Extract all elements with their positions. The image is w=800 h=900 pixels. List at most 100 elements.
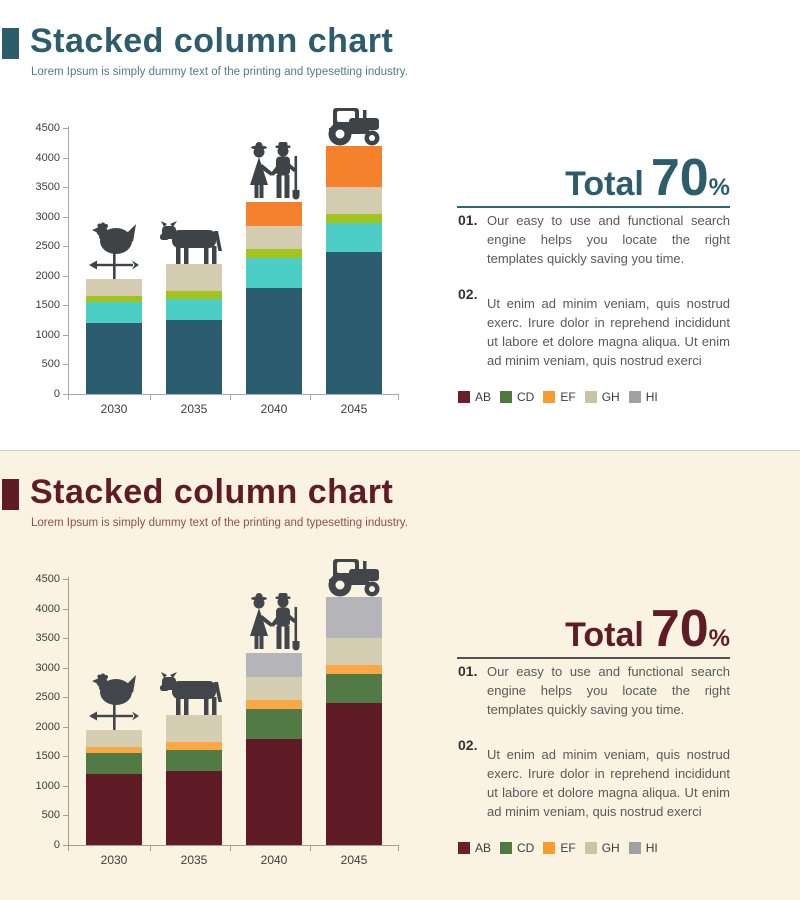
legend-swatch xyxy=(628,842,641,854)
x-axis-line xyxy=(68,394,398,395)
segment-EF-2030 xyxy=(86,747,142,754)
legend-item-GH: GH xyxy=(584,841,620,855)
segment-GH-2040 xyxy=(246,225,302,250)
segment-EF-2045 xyxy=(326,213,382,223)
segment-EF-2040 xyxy=(246,700,302,710)
tractor-icon xyxy=(325,106,383,146)
panel-light: Stacked column chart Lorem Ipsum is simp… xyxy=(2,22,730,416)
legend-label: AB xyxy=(475,390,492,404)
y-tick xyxy=(63,726,68,728)
y-tick-label: 2500 xyxy=(35,240,60,253)
legend-swatch xyxy=(500,842,513,854)
segment-GH-2045 xyxy=(326,638,382,665)
legend-label: CD xyxy=(517,390,535,404)
segment-GH-2035 xyxy=(166,714,222,742)
y-tick xyxy=(63,667,68,669)
x-axis-line xyxy=(68,845,398,846)
y-tick xyxy=(63,785,68,787)
y-tick xyxy=(63,275,68,277)
farmer-couple-icon xyxy=(245,142,303,202)
y-tick-label: 500 xyxy=(41,358,60,371)
point-01: 01. Our easy to use and functional searc… xyxy=(458,212,730,269)
legend-swatch xyxy=(500,391,513,403)
total-headline: Total 70% xyxy=(457,148,730,208)
y-tick-label: 2000 xyxy=(35,720,60,733)
segment-AB-2040 xyxy=(246,738,302,845)
y-tick-label: 3000 xyxy=(35,210,60,223)
x-tick xyxy=(310,845,311,851)
legend-swatch xyxy=(584,842,597,854)
title-bullet xyxy=(2,479,19,510)
segment-HI-2040 xyxy=(246,201,302,226)
legend-label: EF xyxy=(560,841,576,855)
rooster-weathervane-icon xyxy=(89,673,139,730)
legend-swatch xyxy=(543,842,556,854)
x-category-label: 2030 xyxy=(100,853,128,867)
y-tick xyxy=(63,187,68,189)
total-underline xyxy=(457,206,730,208)
x-tick xyxy=(398,845,399,851)
legend-swatch xyxy=(458,842,470,854)
segment-AB-2045 xyxy=(326,703,382,845)
segment-EF-2040 xyxy=(246,249,302,259)
y-tick-label: 500 xyxy=(41,809,60,822)
y-tick-label: 4000 xyxy=(35,151,60,164)
legend-label: CD xyxy=(517,841,535,855)
point-01: 01. Our easy to use and functional searc… xyxy=(458,663,730,720)
segment-EF-2030 xyxy=(86,296,142,303)
total-value: 70 xyxy=(650,149,709,207)
chart-legend: AB CD EF GH HI xyxy=(458,841,658,855)
total-label: Total xyxy=(565,616,644,654)
y-tick-label: 4500 xyxy=(35,573,60,585)
legend-label: EF xyxy=(560,390,576,404)
y-tick xyxy=(63,756,68,758)
y-tick xyxy=(63,579,68,580)
point-text: Our easy to use and functional search en… xyxy=(487,664,730,717)
y-tick xyxy=(63,128,68,129)
legend-swatch xyxy=(628,391,641,403)
legend-label: AB xyxy=(475,841,492,855)
y-tick xyxy=(63,638,68,640)
x-tick xyxy=(310,394,311,400)
panel-cream: Stacked column chart Lorem Ipsum is simp… xyxy=(0,450,800,900)
segment-HI-2045 xyxy=(326,596,382,639)
y-tick xyxy=(63,608,68,610)
x-category-label: 2040 xyxy=(260,853,288,867)
segment-GH-2035 xyxy=(166,263,222,291)
page-subtitle: Lorem Ipsum is simply dummy text of the … xyxy=(31,517,408,529)
point-number: 02. xyxy=(458,737,478,753)
y-tick-label: 0 xyxy=(53,388,60,400)
segment-HI-2045 xyxy=(326,145,382,188)
total-label: Total xyxy=(565,165,644,203)
y-tick xyxy=(63,815,68,817)
stacked-column-chart: 0 500 1000 1500 2000 2500 3000 3500 4000 4500 2030… xyxy=(0,451,800,900)
x-tick xyxy=(230,845,231,851)
segment-CD-2030 xyxy=(86,753,142,775)
segment-AB-2030 xyxy=(86,774,142,845)
y-tick xyxy=(63,364,68,366)
y-tick-label: 3500 xyxy=(35,632,60,645)
total-value: 70 xyxy=(650,600,709,658)
page-title: Stacked column chart xyxy=(30,473,394,511)
legend-swatch xyxy=(584,391,597,403)
segment-CD-2040 xyxy=(246,258,302,288)
legend-item-EF: EF xyxy=(543,841,576,855)
legend-item-GH: GH xyxy=(584,390,620,404)
legend-item-HI: HI xyxy=(628,390,658,404)
percent-sign: % xyxy=(708,174,730,201)
legend-item-CD: CD xyxy=(500,841,534,855)
segment-AB-2035 xyxy=(166,320,222,394)
segment-HI-2040 xyxy=(246,652,302,677)
segment-CD-2035 xyxy=(166,299,222,321)
page-subtitle: Lorem Ipsum is simply dummy text of the … xyxy=(31,66,408,78)
y-tick-label: 2000 xyxy=(35,269,60,282)
title-bullet xyxy=(2,28,19,59)
segment-AB-2045 xyxy=(326,252,382,394)
x-category-label: 2045 xyxy=(340,853,368,867)
y-tick xyxy=(63,697,68,699)
y-tick xyxy=(63,845,68,846)
y-tick-label: 0 xyxy=(53,839,60,851)
legend-swatch xyxy=(543,391,556,403)
segment-AB-2030 xyxy=(86,323,142,394)
y-tick xyxy=(63,157,68,159)
